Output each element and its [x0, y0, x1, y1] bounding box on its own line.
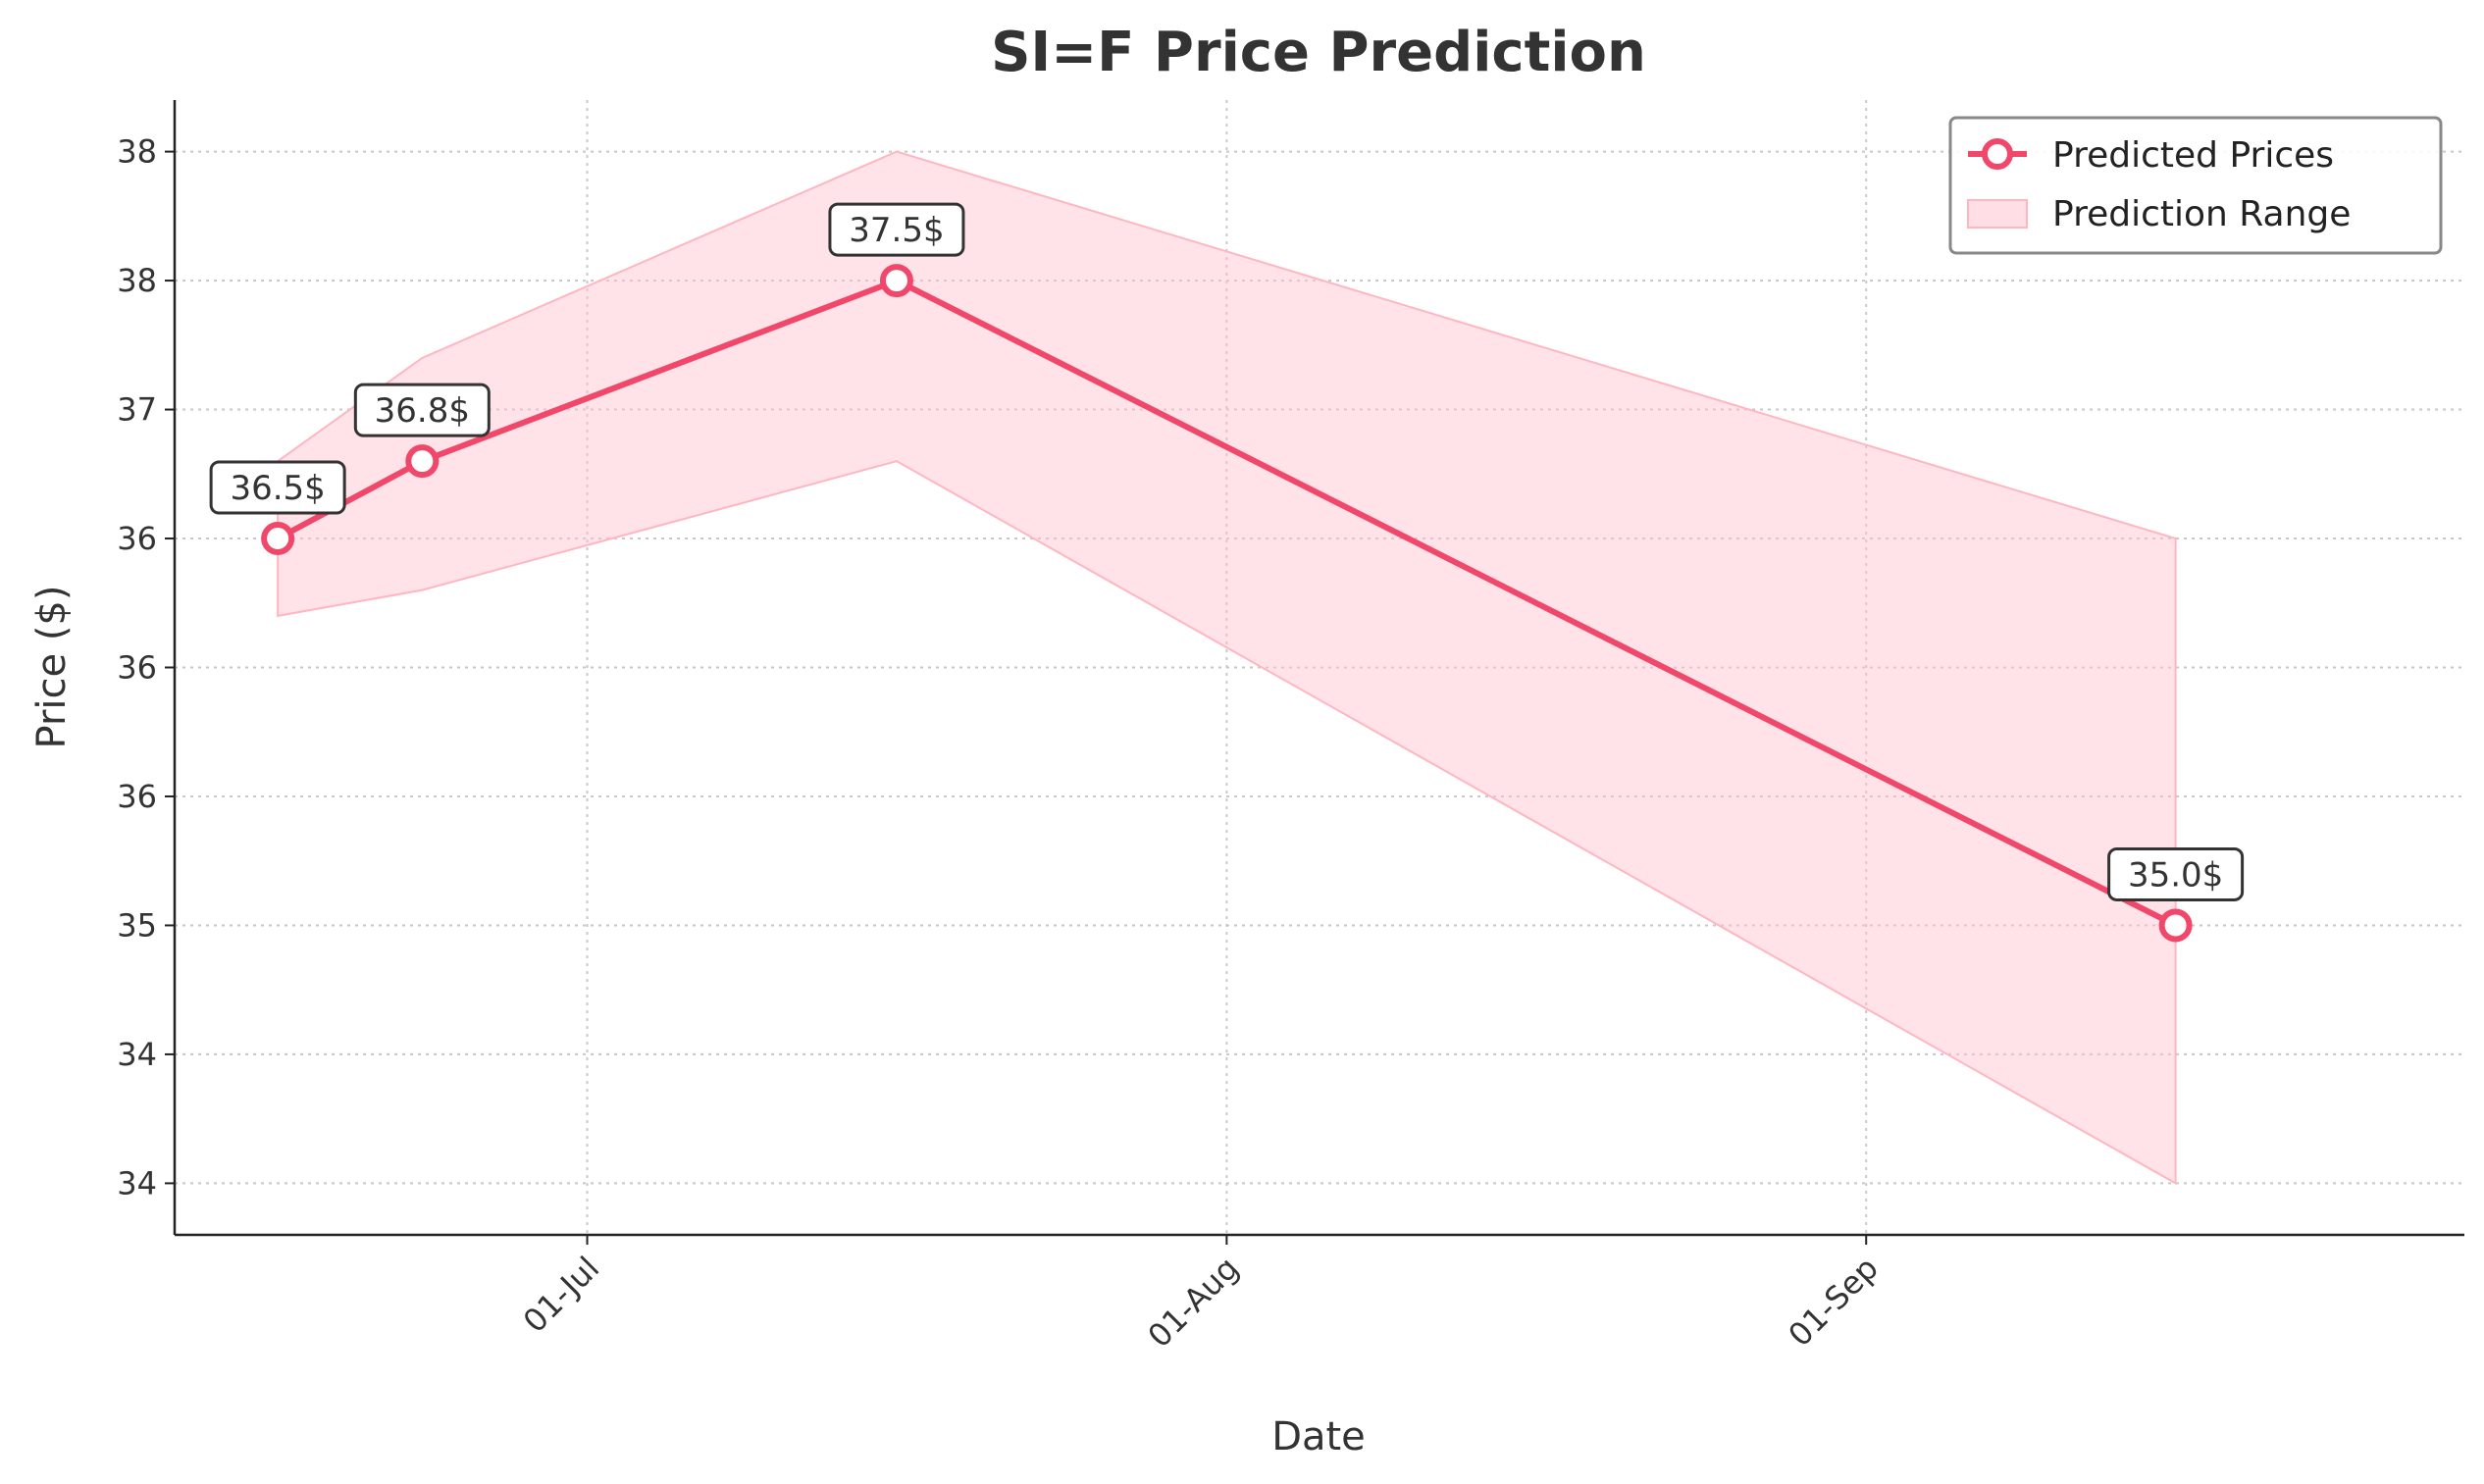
- data-label-box: [353, 383, 491, 437]
- x-tick-label: 01-Aug: [1141, 1250, 1247, 1356]
- predicted-price-point: [405, 444, 440, 479]
- y-axis-title: Price ($): [29, 586, 75, 749]
- data-label-value: 36.5$: [230, 469, 325, 508]
- data-label-value: 37.5$: [849, 211, 944, 250]
- grid: [175, 100, 2464, 1235]
- data-label: 35.0$: [2107, 846, 2245, 901]
- y-tick-label: 38: [117, 133, 157, 171]
- y-tick-label: 34: [117, 1036, 157, 1073]
- data-label-value: 35.0$: [2128, 855, 2223, 895]
- predicted-price-line: [276, 278, 2177, 929]
- prediction-range-area: [277, 150, 2177, 1186]
- data-label: 36.8$: [353, 383, 491, 437]
- legend-marker-icon: [1982, 138, 2013, 170]
- y-tick-label: 37: [117, 391, 157, 429]
- legend-range-swatch: [1967, 199, 2028, 229]
- y-tick-label: 38: [117, 262, 157, 299]
- legend-frame: [1948, 116, 2443, 255]
- predicted-prices-series: [261, 264, 2193, 943]
- predicted-price-point: [2158, 908, 2193, 943]
- x-ticks: 01-Jul 01-Aug 01-Sep: [516, 1235, 1886, 1355]
- x-axis-title: Date: [1271, 1414, 1366, 1459]
- y-tick-label: 36: [117, 778, 157, 815]
- legend: Predicted Prices Prediction Range: [1948, 116, 2443, 255]
- data-label-box: [828, 202, 965, 257]
- predicted-price-point: [261, 522, 295, 556]
- x-tick-label: 01-Sep: [1781, 1250, 1885, 1354]
- data-label: 36.5$: [209, 460, 346, 515]
- y-tick-label: 34: [117, 1164, 157, 1202]
- data-label-box: [209, 460, 346, 515]
- x-tick-label: 01-Jul: [516, 1250, 606, 1340]
- data-label: 37.5$: [828, 202, 965, 257]
- y-ticks: 34 34 35 36 36 36 37 38 38: [117, 133, 175, 1202]
- prediction-range-band: [277, 150, 2177, 1186]
- chart-title: SI=F Price Prediction: [991, 21, 1646, 84]
- legend-label-predicted: Predicted Prices: [2052, 135, 2334, 176]
- data-label-box: [2107, 846, 2245, 901]
- predicted-price-point: [879, 264, 913, 298]
- data-labels: 36.5$ 36.8$ 37.5$ 35.0$: [209, 202, 2245, 901]
- data-label-value: 36.8$: [375, 391, 470, 431]
- y-tick-label: 35: [117, 906, 157, 944]
- legend-label-range: Prediction Range: [2052, 194, 2351, 234]
- y-tick-label: 36: [117, 649, 157, 687]
- y-tick-label: 36: [117, 520, 157, 557]
